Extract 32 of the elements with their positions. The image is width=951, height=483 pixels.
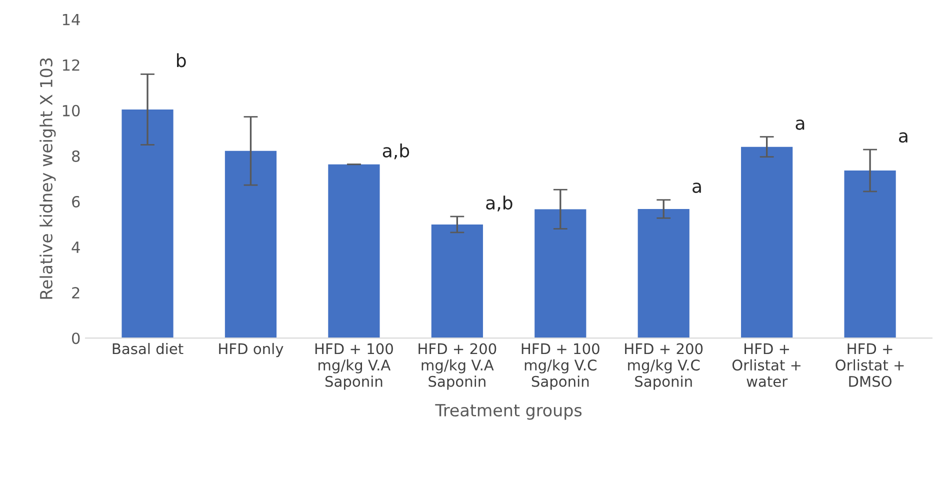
bar: [224, 150, 277, 338]
data-label: a,b: [382, 143, 410, 160]
y-tick-label: 8: [72, 150, 80, 162]
y-tick-label: 0: [72, 332, 80, 344]
x-tick-label: HFD + 100 mg/kg V.A Saponin: [315, 343, 393, 390]
y-axis-title: Relative kidney weight X 103: [40, 58, 56, 299]
x-tick-label: HFD + Orlistat + DMSO: [836, 343, 904, 387]
bar: [328, 164, 380, 338]
x-tick-label: HFD + Orlistat + water: [732, 343, 800, 387]
bar: [122, 109, 174, 338]
x-tick-label: HFD only: [219, 342, 284, 358]
bar: [741, 146, 793, 338]
x-tick-label: HFD + 200 mg/kg V.C Saponin: [625, 343, 703, 390]
y-tick-label: 14: [62, 14, 80, 26]
y-tick-label: 12: [62, 59, 80, 71]
x-tick-label: Basal diet: [112, 342, 184, 354]
y-tick-label: 10: [62, 104, 80, 116]
data-label: a: [899, 132, 908, 143]
y-tick-label: 4: [72, 242, 80, 253]
data-label: a: [796, 120, 804, 130]
data-label: a: [692, 182, 701, 193]
y-tick-label: 2: [72, 287, 80, 298]
data-label: b: [177, 53, 186, 68]
bar: [844, 170, 896, 338]
y-tick-label: 6: [72, 196, 80, 208]
x-tick-label: HFD + 200 mg/kg V.A Saponin: [418, 343, 496, 390]
x-tick-label: HFD + 100 mg/kg V.C Saponin: [522, 343, 600, 390]
bar: [638, 208, 690, 338]
bar: [431, 224, 483, 338]
bar: [534, 209, 586, 338]
x-axis-title: Treatment groups: [435, 404, 582, 420]
data-label: a,b: [486, 196, 512, 212]
